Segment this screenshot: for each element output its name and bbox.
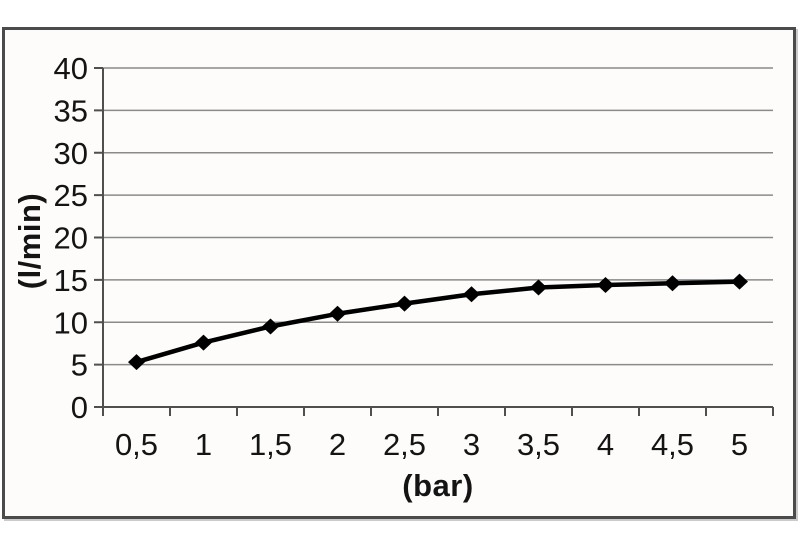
x-axis-title: (bar) xyxy=(402,468,474,503)
chart-svg: 0 5 10 15 20 25 30 35 40 0,5 1 1,5 2 2,5 3 3,5 4 4,5 5 xyxy=(54,51,774,462)
y-tick-label: 10 xyxy=(54,305,88,340)
x-tick-label: 3 xyxy=(463,427,480,462)
data-point-marker xyxy=(128,354,145,371)
data-point-marker xyxy=(195,334,212,351)
y-tick-label: 15 xyxy=(54,263,88,298)
x-tick-label: 1,5 xyxy=(249,427,292,462)
y-tick-label: 0 xyxy=(71,390,88,425)
data-point-marker xyxy=(329,305,346,322)
data-point-marker xyxy=(396,295,413,312)
y-tick-label: 40 xyxy=(54,51,88,86)
y-tick-label: 5 xyxy=(71,348,88,383)
y-tick-label: 30 xyxy=(54,136,88,171)
x-tick-label: 2 xyxy=(329,427,346,462)
y-tick-label: 20 xyxy=(54,221,88,256)
x-tick-label: 4,5 xyxy=(651,427,694,462)
chart-frame: 0 5 10 15 20 25 30 35 40 0,5 1 1,5 2 2,5 3 3,5 4 4,5 5 (l/… xyxy=(2,27,796,519)
data-point-marker xyxy=(664,275,681,292)
data-point-marker xyxy=(530,279,547,296)
x-tick-label: 0,5 xyxy=(115,427,158,462)
series-line xyxy=(134,279,742,365)
y-tick-label: 35 xyxy=(54,93,88,128)
data-point-marker xyxy=(262,318,279,335)
x-tick-label: 4 xyxy=(597,427,614,462)
y-axis-title: (l/min) xyxy=(12,192,47,290)
data-point-marker xyxy=(597,276,614,293)
data-point-marker xyxy=(731,273,748,290)
y-tick-label: 25 xyxy=(54,178,88,213)
x-tick-label: 5 xyxy=(731,427,748,462)
data-point-marker xyxy=(463,286,480,303)
x-tick-label: 3,5 xyxy=(517,427,560,462)
x-tick-label: 2,5 xyxy=(383,427,426,462)
x-tick-label: 1 xyxy=(195,427,212,462)
